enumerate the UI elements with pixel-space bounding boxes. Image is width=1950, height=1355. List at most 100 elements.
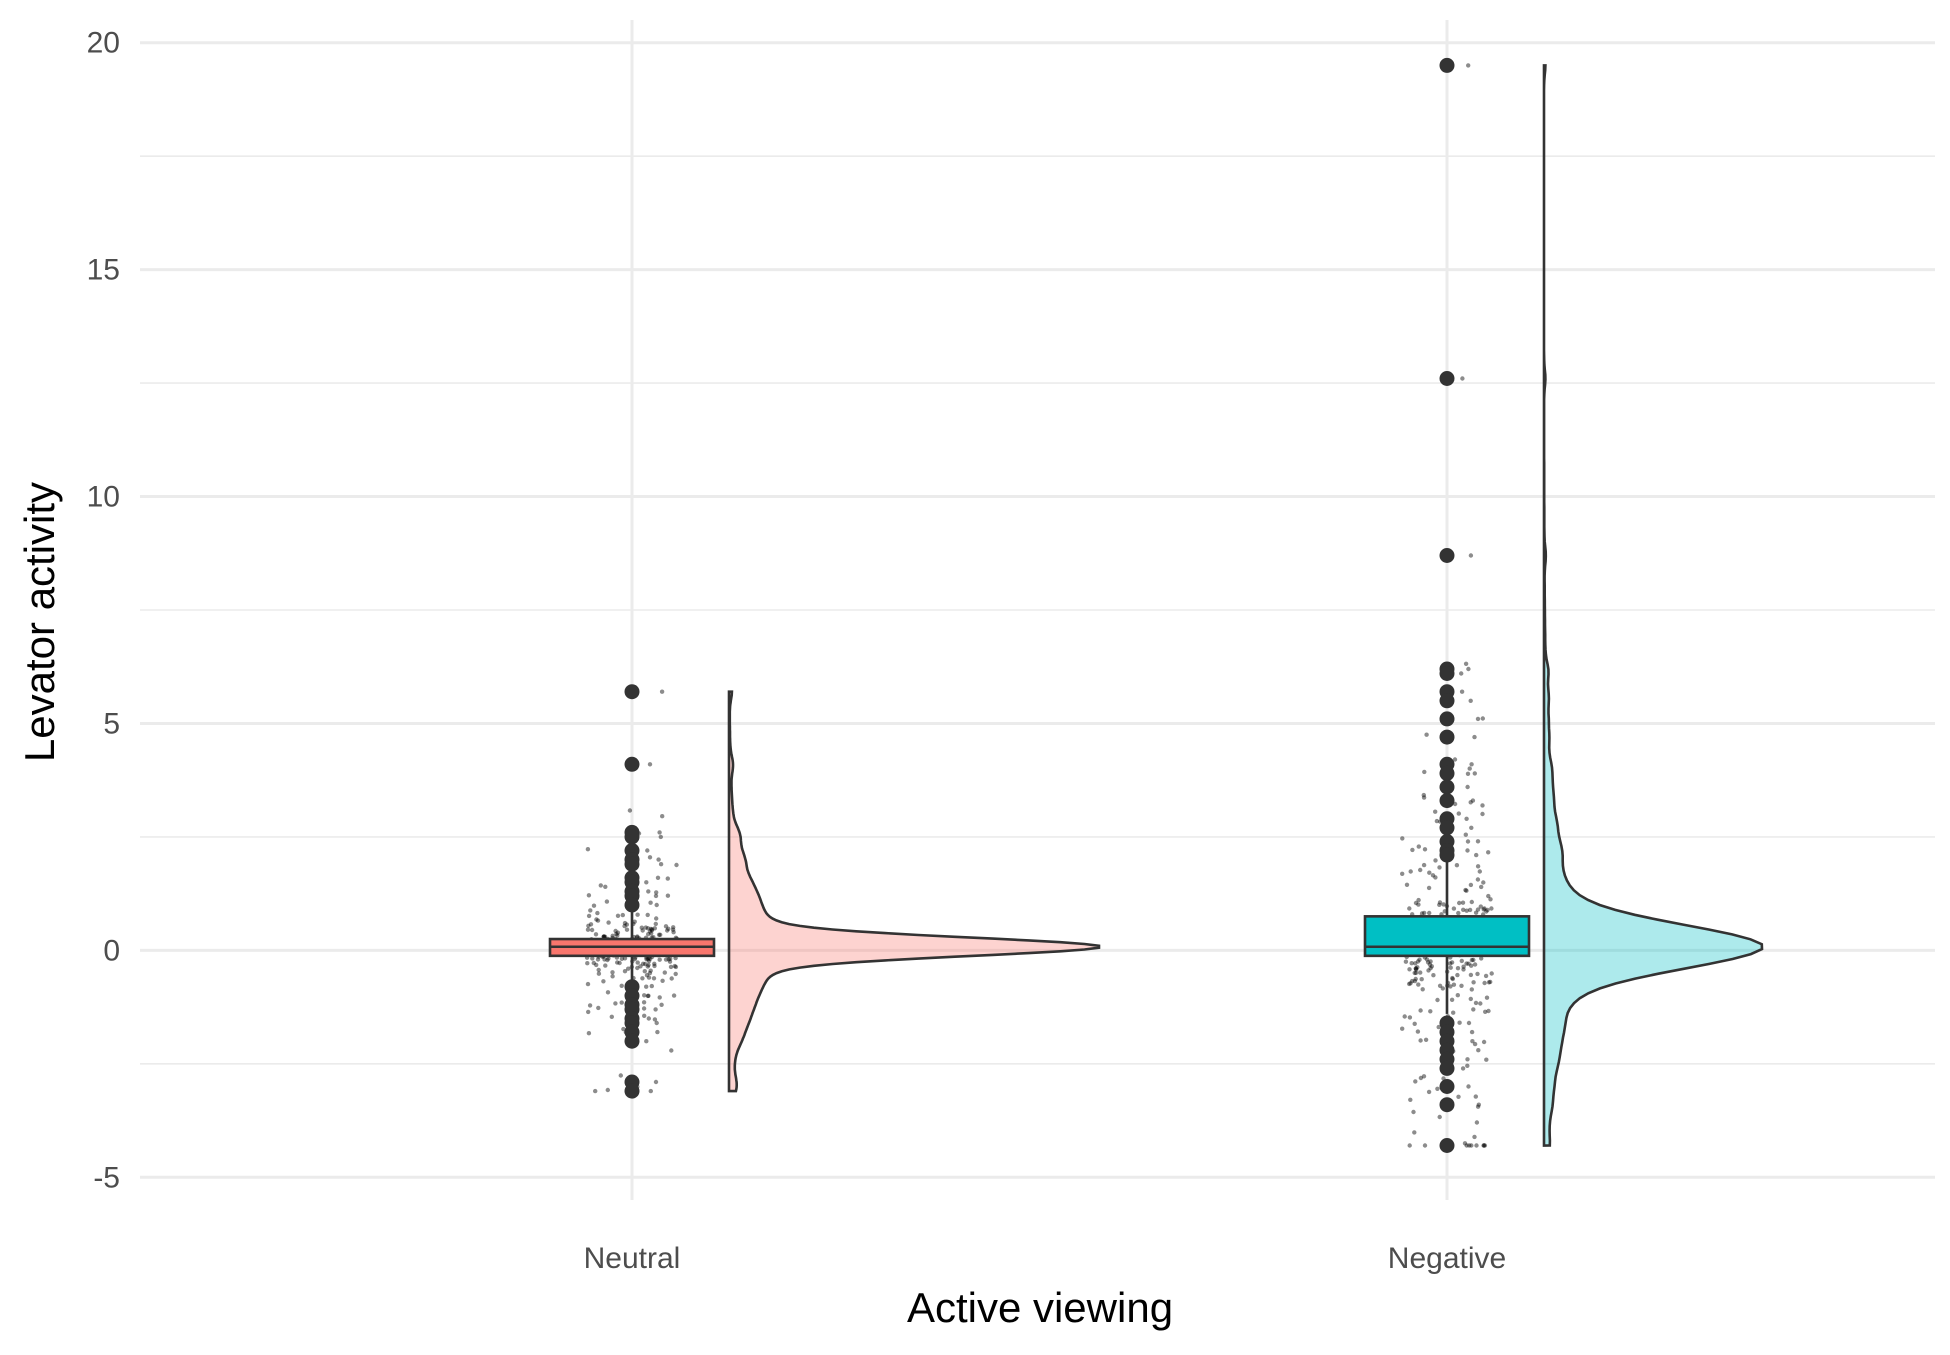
jitter-point [1413,966,1419,971]
jitter-point [1472,771,1478,776]
jitter-point [602,957,607,962]
y-tick-label: -5 [93,1161,120,1194]
jitter-point [609,1014,614,1019]
jitter-point [1455,966,1461,971]
jitter-point [1416,844,1422,849]
jitter-point [669,976,674,981]
jitter-point [645,848,650,853]
jitter-point [671,993,677,998]
outlier-point [1439,820,1455,836]
jitter-point [646,932,651,937]
jitter-point [1470,798,1476,803]
jitter-point [620,912,625,918]
jitter-point [1469,1029,1475,1035]
jitter-point [587,1003,593,1008]
jitter-point [645,964,650,969]
jitter-point [1476,1048,1481,1053]
jitter-point [1472,1134,1477,1140]
jitter-point [1459,983,1464,988]
jitter-point [1428,966,1433,971]
jitter-point [646,1016,651,1021]
jitter-point [1461,964,1466,969]
jitter-point [1413,976,1418,982]
jitter-point [662,970,667,975]
jitter-point [1482,906,1487,911]
jitter-point [1482,980,1487,986]
jitter-point [1460,1066,1466,1071]
y-tick-label: 20 [87,27,120,60]
jitter-point [648,926,654,932]
x-axis-title: Active viewing [907,1284,1173,1331]
jitter-point [1466,1084,1471,1089]
jitter-point [1469,899,1475,905]
tick-label-layer: -5 0 5 10 15 20 Neutral Negative [87,27,1507,1275]
jitter-point [646,975,652,980]
jitter-point [1451,1010,1456,1015]
jitter-point [652,1017,658,1022]
jitter-point [1422,910,1427,916]
jitter-point [644,973,650,978]
jitter-point [1413,900,1419,906]
jitter-point [656,932,662,937]
jitter-point [1469,963,1474,968]
grid-layer [140,20,1935,1200]
jitter-point [635,912,640,917]
jitter-point [1424,732,1429,737]
jitter-point [1413,961,1418,966]
jitter-point [1456,1094,1461,1100]
jitter-point [590,956,595,961]
jitter-point [596,967,601,973]
jitter-point [666,957,671,962]
jitter-point [1436,1024,1441,1030]
jitter-point [1481,907,1486,912]
jitter-point [1448,961,1453,966]
jitter-point [652,963,657,969]
jitter-point [1413,966,1419,971]
jitter-point [1468,553,1474,558]
jitter-point [670,927,676,932]
jitter-point [589,927,595,933]
jitter-point [1464,1143,1469,1148]
jitter-point [1466,63,1471,68]
jitter-point [1441,902,1446,907]
jitter-point [654,902,659,908]
jitter-point [1468,698,1473,703]
outlier-point [1439,1138,1455,1153]
jitter-point [1450,975,1455,981]
jitter-point [1420,987,1425,992]
jitter-point [610,970,615,975]
jitter-point [1474,1120,1480,1125]
jitter-point [1400,871,1405,876]
jitter-point [593,1088,598,1094]
jitter-point [610,974,615,979]
jitter-point [645,912,650,918]
jitter-point [649,983,654,989]
jitter-point [673,964,679,970]
jitter-point [601,979,606,984]
jitter-point [586,1031,592,1036]
jitter-point [586,893,592,898]
outlier-point [624,756,640,772]
jitter-point [646,958,652,964]
jitter-point [1412,970,1417,976]
jitter-point [1468,800,1473,805]
jitter-point [1402,1014,1407,1019]
jitter-point [1451,982,1457,987]
jitter-point [1465,771,1471,776]
jitter-point [672,963,677,969]
jitter-point [1467,766,1472,771]
jitter-point [1422,769,1427,775]
jitter-point [1472,1041,1478,1047]
jitter-point [1473,910,1479,915]
jitter-point [1457,1020,1462,1025]
jitter-point [639,925,644,930]
jitter-point [595,910,600,916]
jitter-point [585,927,591,932]
jitter-point [665,876,670,881]
jitter-point [1400,836,1405,841]
jitter-point [1415,965,1420,970]
jitter-point [638,964,643,969]
jitter-point [1437,900,1443,905]
jitter-point [1408,869,1413,874]
jitter-point [658,932,663,937]
